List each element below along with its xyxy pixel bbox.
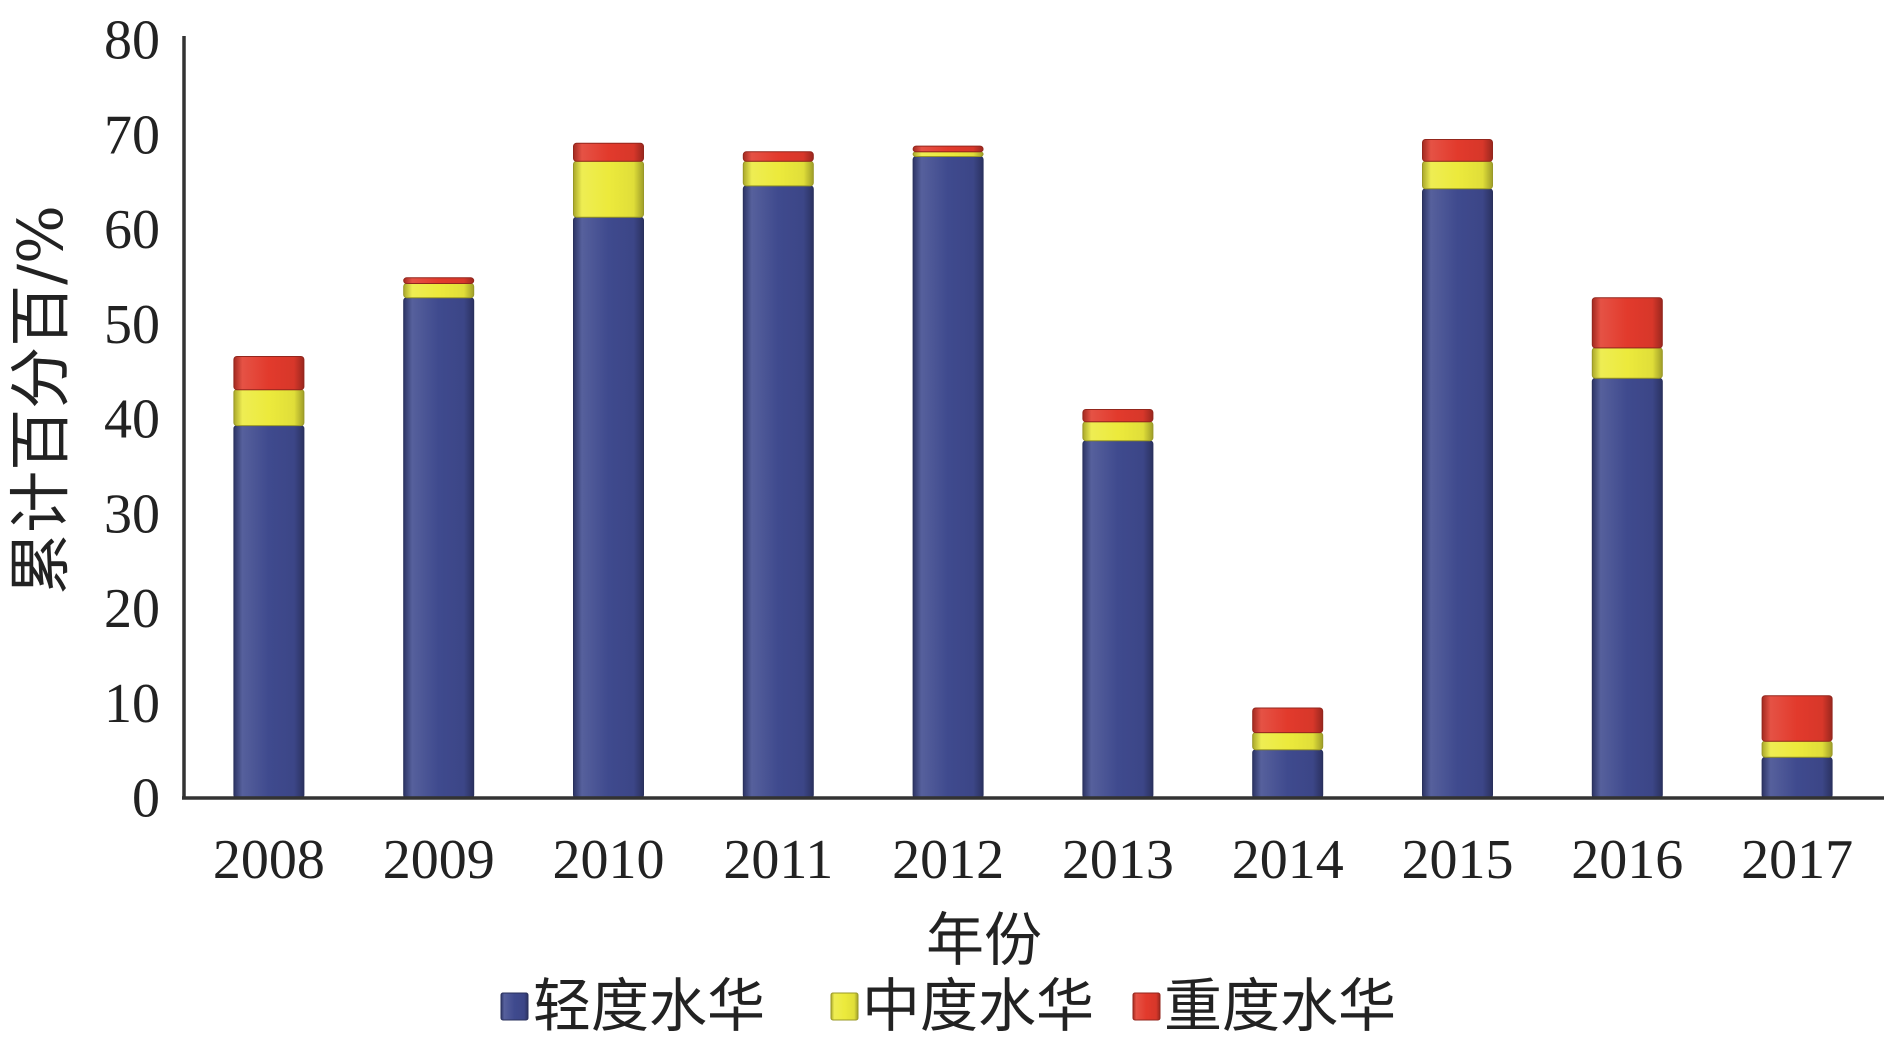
y-axis-title: 累计百分百/% xyxy=(4,205,77,595)
bar-2016-severe xyxy=(1591,297,1663,349)
legend: 轻度水华 中度水华 重度水华 xyxy=(500,972,1396,1040)
bar-2015-severe xyxy=(1422,139,1493,162)
x-tick-label: 2010 xyxy=(553,829,665,891)
legend-label-moderate: 中度水华 xyxy=(862,972,1094,1040)
y-tick-label: 60 xyxy=(104,199,160,261)
bar-2011-moderate xyxy=(742,160,814,187)
y-tick-label: 50 xyxy=(104,294,160,356)
bar-2017-moderate xyxy=(1761,740,1833,758)
bar-2010-severe xyxy=(573,142,644,162)
legend-label-light: 轻度水华 xyxy=(533,972,765,1040)
x-tick-label: 2012 xyxy=(892,829,1004,891)
bar-2012-moderate xyxy=(912,151,984,158)
y-tick-label: 0 xyxy=(132,768,160,830)
bar-2010-light xyxy=(573,216,644,799)
bar-2011-severe xyxy=(742,151,814,162)
y-tick-label: 40 xyxy=(104,389,160,451)
bar-2012-severe xyxy=(912,145,984,153)
y-tick-label: 30 xyxy=(104,483,160,545)
y-tick-label: 70 xyxy=(104,104,160,166)
bar-2015-moderate xyxy=(1422,160,1493,190)
bar-2008-light xyxy=(233,425,305,799)
bar-2008-moderate xyxy=(233,389,305,427)
x-tick-label: 2008 xyxy=(213,829,325,891)
y-tick-label: 20 xyxy=(104,578,160,640)
bar-2009-severe xyxy=(403,277,475,284)
x-axis-title: 年份 xyxy=(926,906,1042,974)
bar-2014-severe xyxy=(1252,707,1324,734)
bar-2013-severe xyxy=(1082,409,1154,423)
x-tick-label: 2016 xyxy=(1571,829,1683,891)
bar-2016-moderate xyxy=(1591,347,1663,379)
x-tick-label: 2009 xyxy=(383,829,495,891)
bar-2008-severe xyxy=(233,356,305,391)
x-tick-label: 2017 xyxy=(1741,829,1853,891)
bar-2009-moderate xyxy=(403,283,475,299)
bar-2010-moderate xyxy=(573,160,644,218)
bars-layer xyxy=(233,139,1833,799)
bar-2011-light xyxy=(742,185,814,799)
x-tick-labels: 2008 2009 2010 2011 2012 2013 2014 2015 2016 2017 xyxy=(213,829,1853,891)
y-tick-labels: 0 10 20 30 40 50 60 70 80 xyxy=(104,10,160,830)
bar-2009-light xyxy=(403,297,475,799)
bar-2013-moderate xyxy=(1082,421,1154,442)
legend-label-severe: 重度水华 xyxy=(1164,972,1396,1040)
bar-2017-severe xyxy=(1761,695,1833,742)
x-tick-label: 2011 xyxy=(723,829,833,891)
x-tick-label: 2015 xyxy=(1402,829,1514,891)
bar-2014-moderate xyxy=(1252,732,1324,751)
legend-swatch-severe xyxy=(1132,992,1161,1021)
x-tick-label: 2014 xyxy=(1232,829,1344,891)
bar-2012-light xyxy=(912,156,984,799)
x-tick-label: 2013 xyxy=(1062,829,1174,891)
bar-2017-light xyxy=(1761,756,1833,799)
bar-2016-light xyxy=(1591,377,1663,799)
y-tick-label: 80 xyxy=(104,10,160,72)
bar-2014-light xyxy=(1252,749,1324,799)
bar-2013-light xyxy=(1082,440,1154,799)
legend-swatch-moderate xyxy=(830,992,859,1021)
y-tick-label: 10 xyxy=(104,673,160,735)
legend-swatch-light xyxy=(500,992,529,1021)
bar-2015-light xyxy=(1422,188,1493,799)
